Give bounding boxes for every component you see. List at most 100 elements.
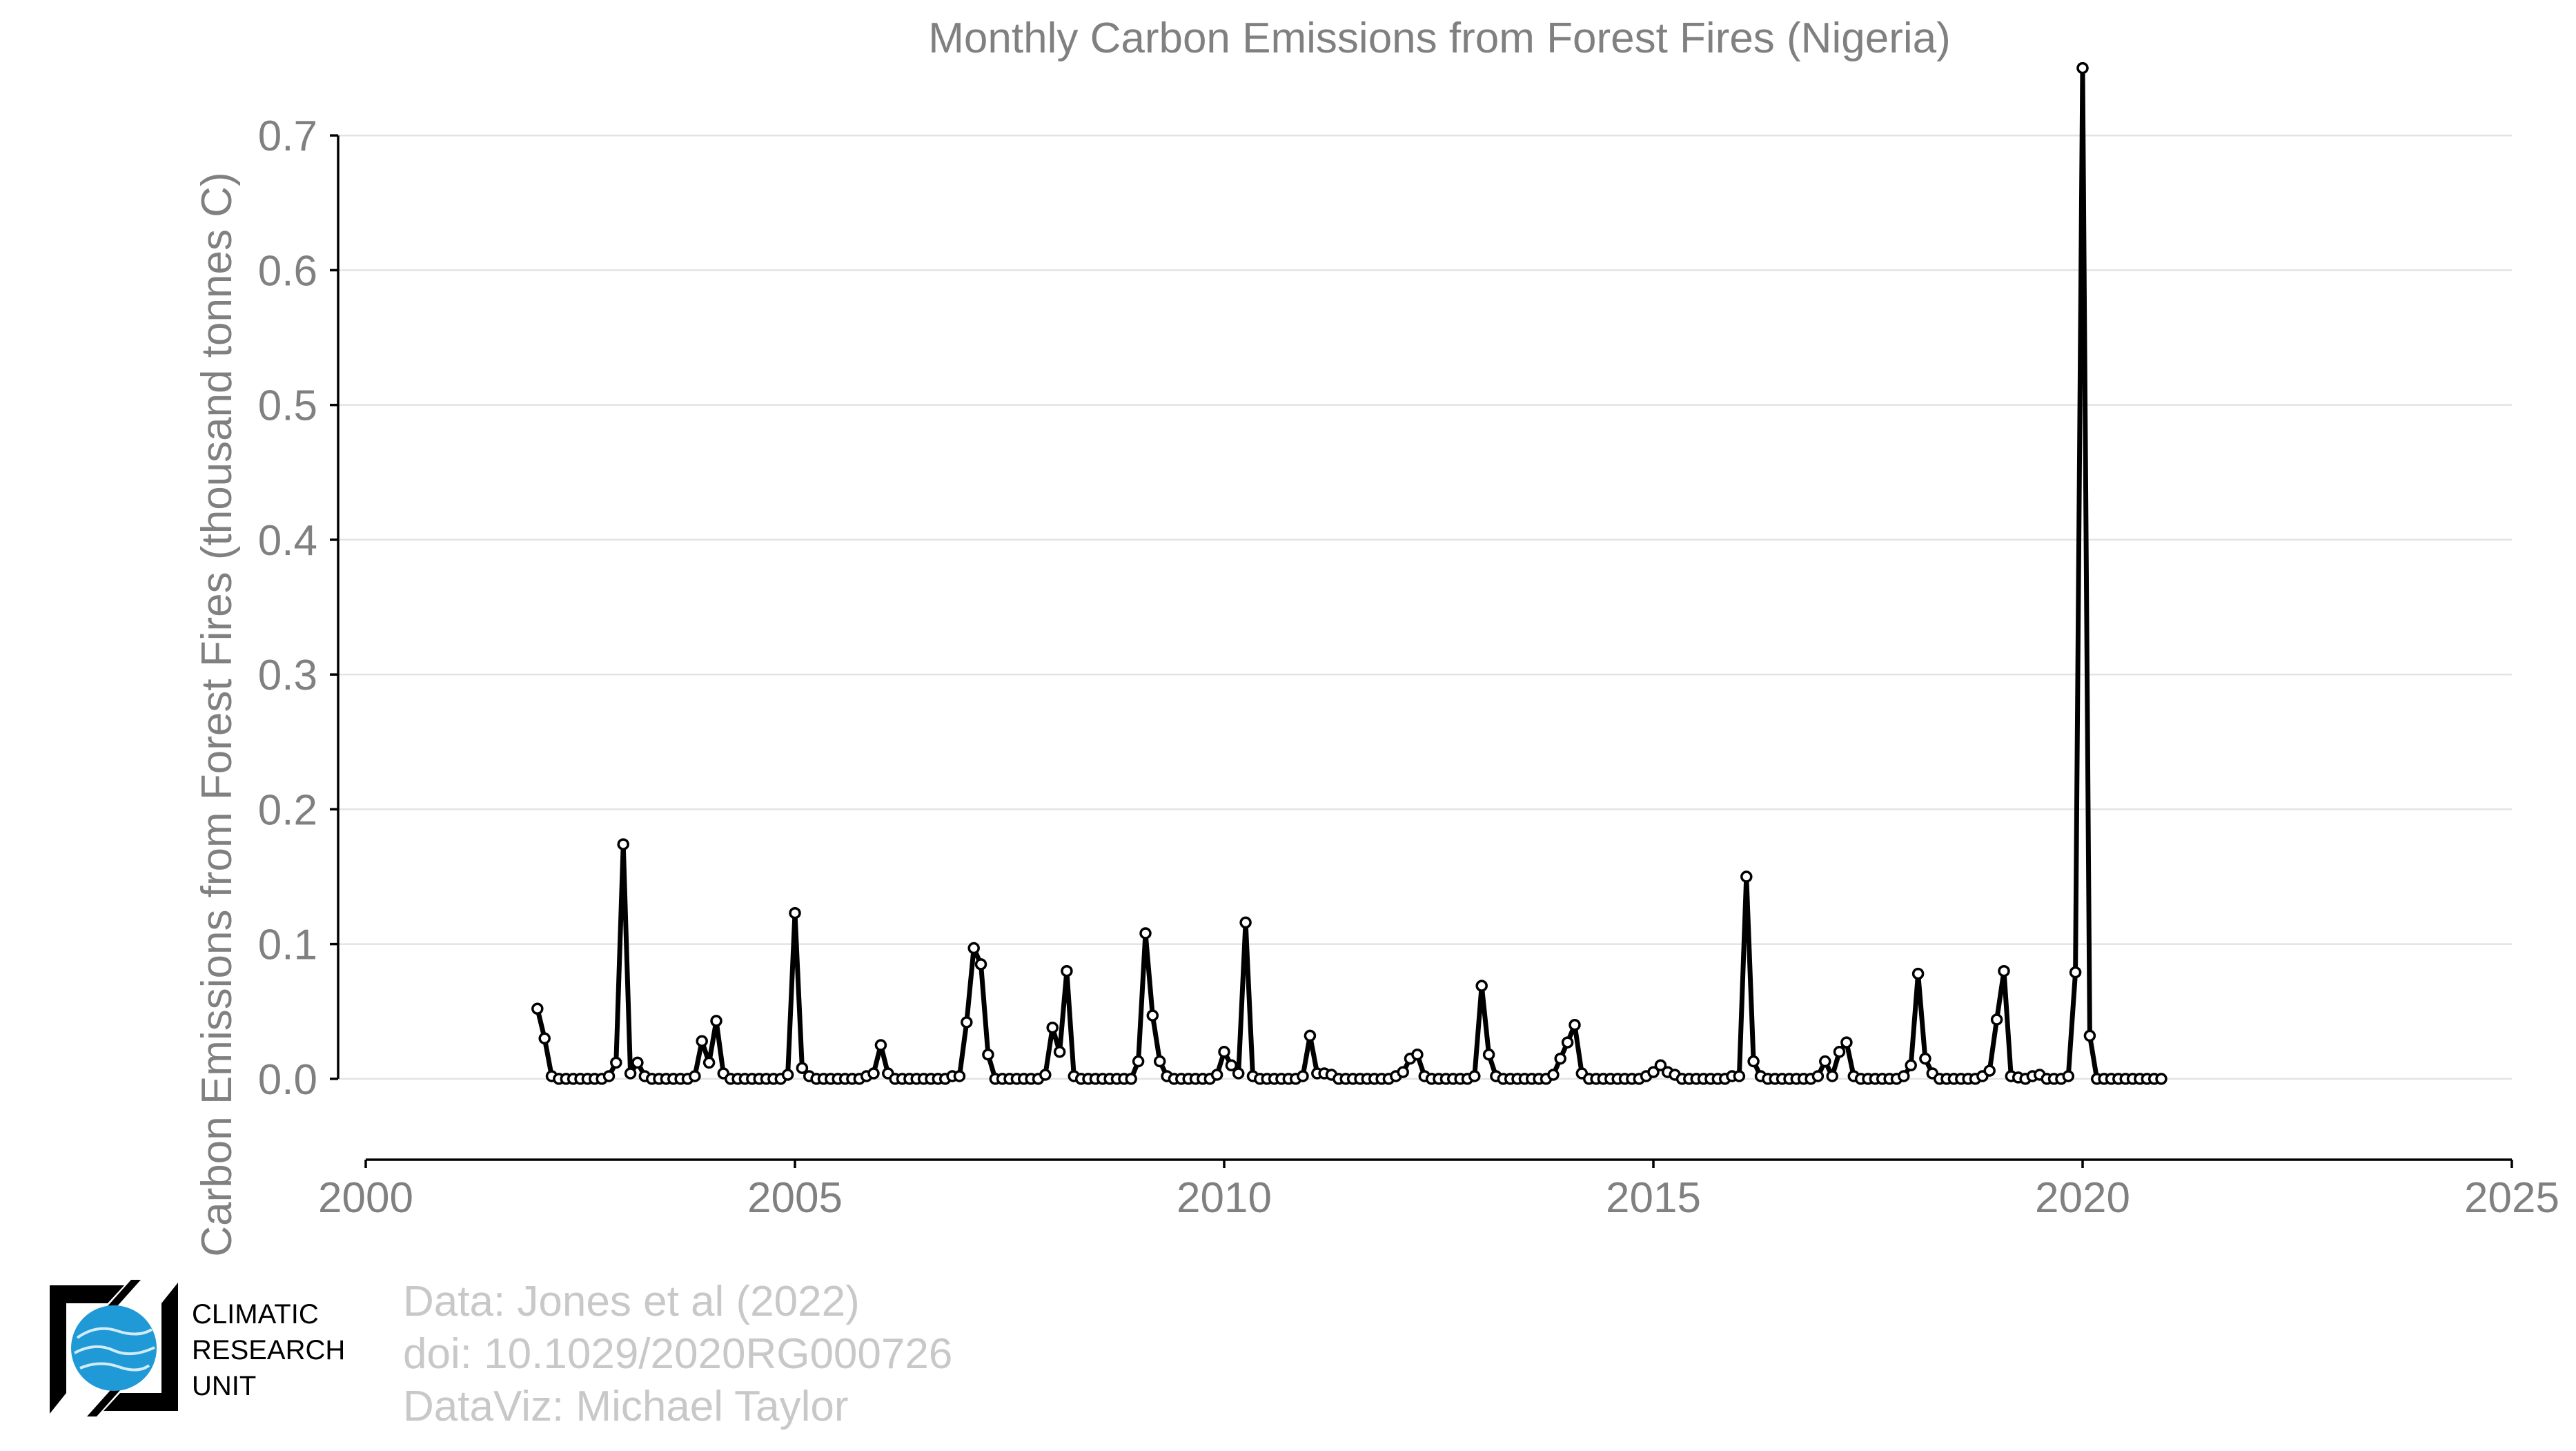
cru-line1: CLIMATIC <box>192 1299 319 1330</box>
data-point <box>1061 964 1073 977</box>
data-point <box>1304 1029 1317 1042</box>
data-point <box>1039 1069 1052 1081</box>
data-point <box>953 1070 966 1082</box>
y-tick-label: 0.3 <box>258 652 317 699</box>
data-point <box>1146 1009 1159 1022</box>
data-point <box>1132 1055 1145 1068</box>
credit-data: Data: Jones et al (2022) <box>403 1278 860 1325</box>
y-axis-ticks: 0.0 0.1 0.2 0.3 0.4 0.5 0.6 0.7 <box>258 113 340 1104</box>
data-point <box>602 1070 616 1082</box>
x-tick-label: 2020 <box>2035 1174 2130 1222</box>
data-point <box>1125 1073 1137 1085</box>
data-point <box>1554 1052 1566 1065</box>
gridlines <box>338 134 2512 1080</box>
plot-area <box>531 61 2167 1085</box>
x-tick-label: 2000 <box>318 1174 413 1222</box>
y-axis-label: Carbon Emissions from Forest Fires (thou… <box>193 172 241 1256</box>
data-point <box>1218 1046 1230 1058</box>
cru-line2: RESEARCH <box>192 1335 346 1365</box>
data-point <box>796 1062 809 1074</box>
data-point <box>624 1067 637 1080</box>
chart-title: Monthly Carbon Emissions from Forest Fir… <box>928 14 1951 62</box>
data-point <box>689 1070 701 1082</box>
data-point <box>610 1056 622 1069</box>
data-point <box>867 1067 880 1080</box>
cru-line3: UNIT <box>192 1371 257 1401</box>
data-point <box>1139 927 1152 939</box>
data-point <box>1225 1059 1238 1072</box>
y-tick-label: 0.5 <box>258 382 317 430</box>
credits: Data: Jones et al (2022) doi: 10.1029/20… <box>403 1276 952 1433</box>
data-point <box>538 1032 551 1045</box>
data-point <box>2069 966 2082 979</box>
data-point <box>1826 1070 1838 1082</box>
credit-doi: doi: 10.1029/2020RG000726 <box>403 1330 953 1378</box>
cru-logo: CLIMATIC RESEARCH UNIT <box>41 1276 359 1421</box>
data-point <box>961 1016 973 1029</box>
data-point <box>1898 1070 1910 1082</box>
x-tick-label: 2005 <box>747 1174 843 1222</box>
data-point <box>1569 1019 1581 1031</box>
data-point <box>1397 1066 1409 1078</box>
data-point <box>1547 1069 1560 1081</box>
y-tick-label: 0.0 <box>258 1056 317 1104</box>
data-point <box>982 1048 994 1061</box>
data-point <box>1153 1055 1166 1068</box>
data-point <box>781 1069 794 1081</box>
data-point <box>2062 1070 2075 1082</box>
data-point <box>1990 1013 2003 1026</box>
x-tick-label: 2025 <box>2464 1174 2559 1222</box>
data-point <box>1905 1059 1917 1072</box>
data-point <box>967 942 980 955</box>
data-point <box>1297 1070 1309 1082</box>
data-point <box>1232 1067 1245 1080</box>
data-point <box>974 958 987 971</box>
data-point <box>1561 1036 1574 1049</box>
data-point <box>874 1039 887 1051</box>
x-axis: 2000 2005 2010 2015 2020 2025 <box>318 1158 2559 1222</box>
data-point <box>1475 980 1488 992</box>
data-point <box>789 906 801 919</box>
data-point <box>1053 1046 1066 1058</box>
data-point <box>1919 1052 1931 1065</box>
x-tick-label: 2015 <box>1606 1174 1701 1222</box>
credit-dataviz: DataViz: Michael Taylor <box>403 1383 849 1430</box>
y-tick-label: 0.6 <box>258 247 317 295</box>
data-point <box>1983 1064 1996 1077</box>
y-tick-label: 0.2 <box>258 786 317 834</box>
data-point <box>631 1056 644 1069</box>
data-point <box>2076 61 2089 75</box>
data-point <box>702 1056 716 1069</box>
data-point <box>2155 1073 2167 1085</box>
data-point <box>696 1035 708 1047</box>
data-point <box>1239 916 1252 929</box>
data-point <box>1833 1046 1846 1058</box>
data-point <box>1819 1055 1831 1068</box>
data-point <box>1468 1070 1481 1082</box>
data-point <box>1210 1069 1223 1081</box>
data-point <box>710 1015 722 1027</box>
y-tick-label: 0.1 <box>258 922 317 969</box>
cru-logo-mark <box>50 1280 178 1416</box>
data-point <box>531 1002 544 1015</box>
cru-logo-text: CLIMATIC RESEARCH UNIT <box>192 1296 345 1404</box>
data-point <box>1647 1066 1660 1078</box>
chart: Monthly Carbon Emissions from Forest Fir… <box>193 14 2559 1257</box>
data-point <box>1840 1036 1853 1049</box>
data-point <box>1998 964 2010 977</box>
y-tick-label: 0.4 <box>258 517 317 565</box>
data-point <box>1654 1059 1667 1072</box>
data-point <box>1733 1070 1746 1082</box>
data-point <box>1046 1021 1059 1034</box>
data-point <box>1811 1070 1825 1082</box>
y-tick-label: 0.7 <box>258 113 317 160</box>
data-point <box>1740 870 1753 883</box>
data-point <box>1411 1048 1424 1061</box>
data-point <box>1747 1055 1760 1068</box>
data-point <box>1482 1048 1495 1061</box>
data-point <box>1911 967 1925 980</box>
x-tick-label: 2010 <box>1177 1174 1272 1222</box>
data-point <box>2083 1029 2096 1042</box>
data-point <box>617 838 629 850</box>
series-line <box>535 66 2161 1082</box>
